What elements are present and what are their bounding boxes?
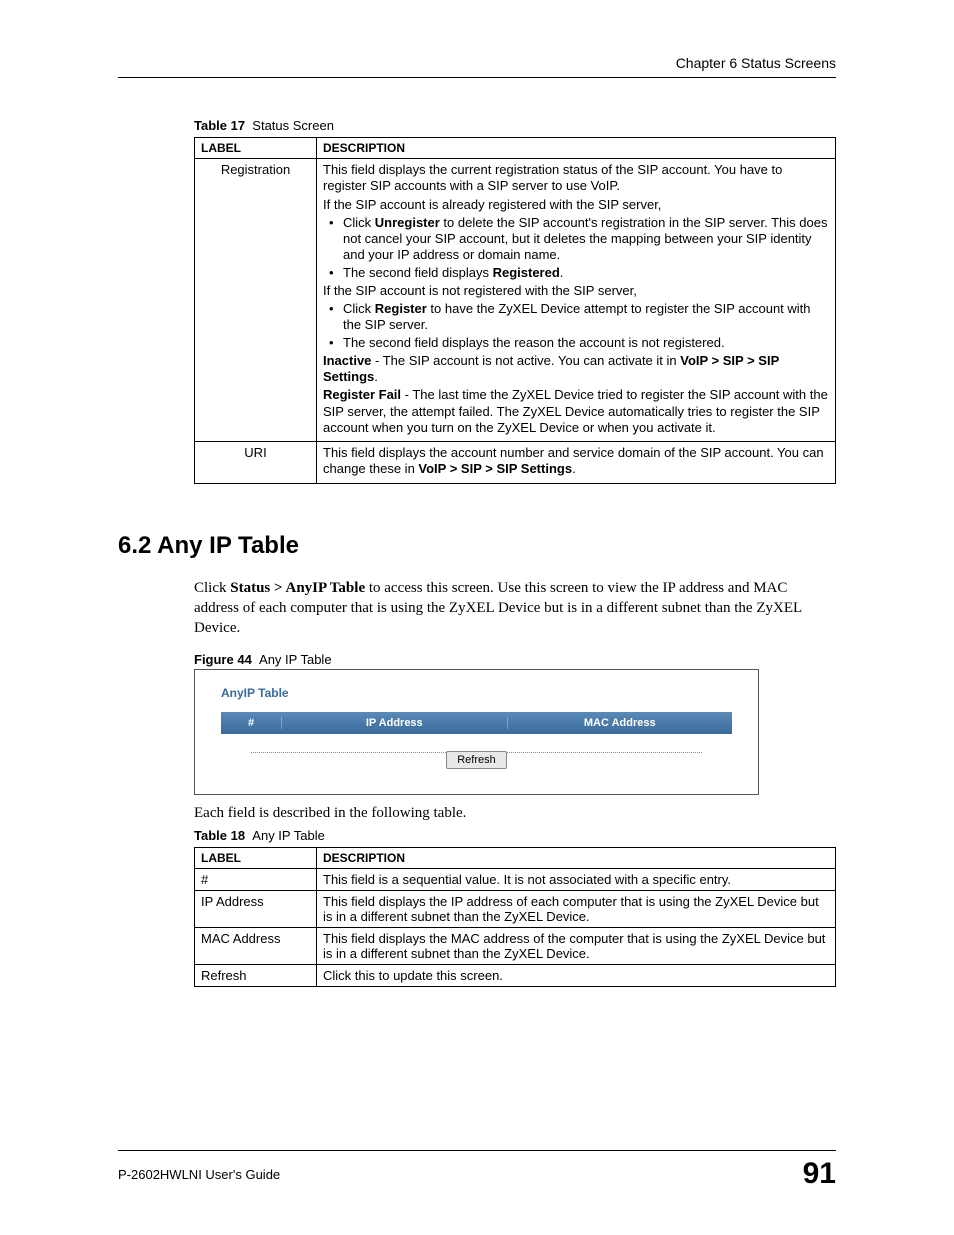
anyip-header-row: # IP Address MAC Address [221, 712, 732, 734]
anyip-title: AnyIP Table [221, 686, 744, 700]
table18-header-description: DESCRIPTION [317, 847, 836, 868]
table18-caption: Table 18 Any IP Table [194, 828, 836, 843]
section-heading-6-2: 6.2 Any IP Table [118, 532, 836, 560]
table17-row2-desc: This field displays the account number a… [317, 442, 836, 484]
body-text: Each field is described in the following… [194, 803, 836, 823]
table17-header-label: LABEL [195, 138, 317, 159]
footer-page-number: 91 [803, 1157, 836, 1191]
table18-row4-desc: Click this to update this screen. [317, 964, 836, 986]
table-row: Refresh Click this to update this screen… [195, 964, 836, 986]
anyip-table-screenshot: AnyIP Table # IP Address MAC Address Ref… [194, 669, 759, 795]
figure44-caption-label: Figure 44 [194, 652, 252, 667]
list-item: The second field displays the reason the… [327, 335, 829, 351]
desc-text: If the SIP account is already registered… [323, 197, 829, 213]
table18-row1-desc: This field is a sequential value. It is … [317, 868, 836, 890]
table18-row2-label: IP Address [195, 890, 317, 927]
refresh-button[interactable]: Refresh [446, 751, 507, 769]
anyip-col-mac: MAC Address [507, 717, 733, 729]
table17-row1-label: Registration [195, 159, 317, 442]
list-item: The second field displays Registered. [327, 265, 829, 281]
page-footer: P-2602HWLNI User's Guide 91 [118, 1150, 836, 1191]
table18-caption-label: Table 18 [194, 828, 245, 843]
table17-caption-label: Table 17 [194, 118, 245, 133]
table18-row3-label: MAC Address [195, 927, 317, 964]
table17: LABEL DESCRIPTION Registration This fiel… [194, 137, 836, 484]
desc-text: Register Fail - The last time the ZyXEL … [323, 387, 829, 436]
desc-text: This field displays the account number a… [323, 445, 829, 478]
anyip-col-ip: IP Address [281, 717, 507, 729]
table17-row1-desc: This field displays the current registra… [317, 159, 836, 442]
list-item: Click Unregister to delete the SIP accou… [327, 215, 829, 264]
table18-row3-desc: This field displays the MAC address of t… [317, 927, 836, 964]
table18-caption-text: Any IP Table [252, 828, 325, 843]
anyip-col-num: # [221, 717, 281, 729]
table-row: # This field is a sequential value. It i… [195, 868, 836, 890]
body-text: Click Status > AnyIP Table to access thi… [194, 578, 836, 639]
table17-row2-label: URI [195, 442, 317, 484]
table17-caption-text: Status Screen [252, 118, 334, 133]
desc-text: If the SIP account is not registered wit… [323, 283, 829, 299]
table18-row1-label: # [195, 868, 317, 890]
table17-header-description: DESCRIPTION [317, 138, 836, 159]
chapter-header: Chapter 6 Status Screens [118, 55, 836, 71]
figure44-caption: Figure 44 Any IP Table [194, 652, 836, 667]
table-row: URI This field displays the account numb… [195, 442, 836, 484]
footer-guide-name: P-2602HWLNI User's Guide [118, 1167, 280, 1182]
table18: LABEL DESCRIPTION # This field is a sequ… [194, 847, 836, 987]
list-item: Click Register to have the ZyXEL Device … [327, 301, 829, 334]
desc-text: This field displays the current registra… [323, 162, 829, 195]
table-row: IP Address This field displays the IP ad… [195, 890, 836, 927]
figure44-caption-text: Any IP Table [259, 652, 332, 667]
table18-row2-desc: This field displays the IP address of ea… [317, 890, 836, 927]
table-row: MAC Address This field displays the MAC … [195, 927, 836, 964]
table17-caption: Table 17 Status Screen [194, 118, 836, 133]
table18-header-label: LABEL [195, 847, 317, 868]
table18-row4-label: Refresh [195, 964, 317, 986]
desc-text: Inactive - The SIP account is not active… [323, 353, 829, 386]
table-row: Registration This field displays the cur… [195, 159, 836, 442]
